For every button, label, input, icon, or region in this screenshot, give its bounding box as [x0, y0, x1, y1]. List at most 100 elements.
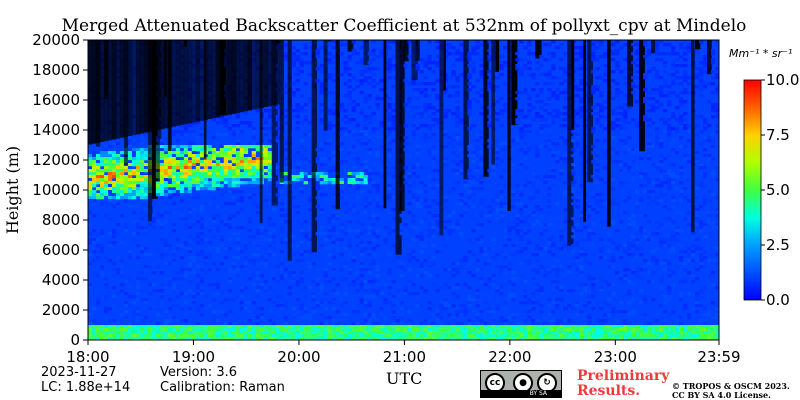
- heatmap-cell: [159, 145, 165, 149]
- heatmap-cell: [131, 139, 137, 143]
- heatmap-cell: [175, 166, 181, 170]
- heatmap-cell: [247, 160, 253, 164]
- heatmap-cell: [295, 169, 300, 173]
- heatmap-cell: [411, 166, 416, 170]
- heatmap-cell: [271, 301, 276, 305]
- heatmap-cell: [179, 337, 185, 340]
- heatmap-cell: [251, 169, 257, 173]
- heatmap-cell: [319, 256, 324, 260]
- heatmap-cell: [419, 274, 424, 278]
- heatmap-cell: [299, 64, 304, 68]
- heatmap-cell: [395, 334, 400, 338]
- heatmap-cell: [359, 244, 364, 248]
- heatmap-cell: [531, 292, 536, 296]
- heatmap-cell: [163, 334, 169, 338]
- heatmap-cell: [403, 334, 408, 338]
- heatmap-cell: [467, 154, 472, 158]
- heatmap-cell: [499, 55, 504, 59]
- heatmap-cell: [131, 253, 137, 257]
- heatmap-cell: [239, 121, 245, 125]
- heatmap-cell: [307, 172, 312, 176]
- heatmap-cell: [223, 256, 229, 260]
- heatmap-cell: [475, 133, 480, 137]
- heatmap-cell: [147, 310, 153, 314]
- heatmap-cell: [183, 226, 189, 230]
- heatmap-cell: [235, 331, 241, 335]
- heatmap-cell: [519, 322, 524, 326]
- heatmap-cell: [487, 58, 492, 62]
- heatmap-cell: [531, 265, 536, 269]
- heatmap-cell: [243, 157, 249, 161]
- heatmap-cell: [427, 160, 432, 164]
- heatmap-cell: [299, 304, 304, 308]
- heatmap-cell: [255, 298, 261, 302]
- heatmap-cell: [479, 241, 484, 245]
- heatmap-cell: [215, 169, 221, 173]
- heatmap-cell: [211, 214, 217, 218]
- heatmap-cell: [135, 292, 141, 296]
- heatmap-cell: [143, 334, 149, 338]
- heatmap-cell: [175, 190, 181, 194]
- heatmap-cell: [195, 292, 201, 296]
- heatmap-cell: [547, 199, 552, 203]
- heatmap-cell: [187, 169, 193, 173]
- heatmap-cell: [167, 328, 173, 332]
- heatmap-cell: [439, 247, 444, 251]
- heatmap-cell: [499, 334, 504, 338]
- heatmap-cell: [435, 79, 440, 83]
- heatmap-cell: [383, 241, 388, 245]
- heatmap-cell: [387, 46, 392, 50]
- heatmap-cell: [88, 184, 93, 188]
- heatmap-cell: [199, 205, 205, 209]
- heatmap-cell: [255, 166, 261, 170]
- heatmap-cell: [191, 148, 197, 152]
- heatmap-cell: [411, 250, 416, 254]
- heatmap-cell: [263, 205, 269, 209]
- heatmap-cell: [431, 220, 436, 224]
- heatmap-cell: [99, 244, 105, 248]
- heatmap-cell: [327, 61, 332, 65]
- heatmap-cell: [88, 253, 93, 257]
- heatmap-cell: [291, 94, 296, 98]
- heatmap-cell: [171, 319, 177, 323]
- heatmap-cell: [255, 157, 261, 161]
- heatmap-cell: [367, 115, 372, 119]
- heatmap-cell: [367, 241, 372, 245]
- heatmap-cell: [143, 337, 149, 340]
- heatmap-cell: [135, 328, 141, 332]
- heatmap-cell: [103, 160, 109, 164]
- heatmap-cell: [355, 271, 360, 275]
- heatmap-cell: [295, 172, 300, 176]
- heatmap-cell: [403, 124, 408, 128]
- heatmap-cell: [103, 157, 109, 161]
- heatmap-cell: [443, 298, 448, 302]
- heatmap-cell: [91, 229, 97, 233]
- heatmap-cell: [351, 178, 356, 182]
- heatmap-cell: [427, 211, 432, 215]
- heatmap-cell: [407, 259, 412, 263]
- heatmap-cell: [483, 283, 488, 287]
- heatmap-cell: [327, 112, 332, 116]
- heatmap-cell: [163, 304, 169, 308]
- heatmap-cell: [359, 61, 364, 65]
- heatmap-cell: [295, 280, 300, 284]
- heatmap-cell: [231, 124, 237, 128]
- heatmap-cell: [527, 307, 532, 311]
- heatmap-cell: [499, 133, 504, 137]
- heatmap-cell: [239, 190, 245, 194]
- no-signal-column: [335, 40, 340, 210]
- heatmap-cell: [515, 214, 520, 218]
- heatmap-cell: [451, 304, 456, 308]
- heatmap-cell: [179, 199, 185, 203]
- heatmap-cell: [535, 100, 540, 104]
- heatmap-cell: [135, 256, 141, 260]
- heatmap-cell: [215, 292, 221, 296]
- heatmap-cell: [307, 178, 312, 182]
- heatmap-cell: [123, 226, 129, 230]
- heatmap-cell: [227, 148, 233, 152]
- heatmap-cell: [331, 337, 336, 340]
- heatmap-cell: [355, 103, 360, 107]
- heatmap-cell: [235, 316, 241, 320]
- heatmap-cell: [519, 262, 524, 266]
- heatmap-cell: [339, 142, 344, 146]
